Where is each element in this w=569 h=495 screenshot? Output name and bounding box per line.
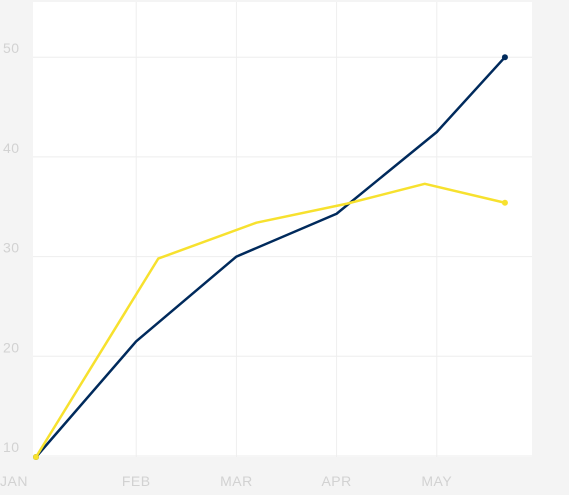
x-tick-label-jan: JAN bbox=[0, 473, 28, 489]
series-line-0 bbox=[34, 55, 507, 459]
plot-area bbox=[33, 2, 532, 457]
x-tick-label-mar: MAR bbox=[220, 473, 253, 489]
x-tick-label-feb: FEB bbox=[122, 473, 151, 489]
y-tick-label-20: 20 bbox=[3, 339, 20, 355]
x-tick-label-apr: APR bbox=[321, 473, 351, 489]
x-tick-label-may: MAY bbox=[421, 473, 452, 489]
series-line-1 bbox=[34, 182, 507, 459]
series-1-point-start bbox=[33, 453, 39, 460]
series-0-point-end bbox=[501, 54, 508, 61]
y-tick-label-40: 40 bbox=[3, 140, 20, 156]
y-tick-label-50: 50 bbox=[3, 40, 20, 56]
y-axis-ticks: 10 20 30 40 50 bbox=[3, 40, 20, 455]
y-tick-label-30: 30 bbox=[3, 240, 20, 256]
series-1-point-end bbox=[501, 199, 508, 206]
series-layer bbox=[33, 54, 508, 460]
y-tick-label-10: 10 bbox=[3, 439, 20, 455]
grid-layer bbox=[33, 2, 532, 457]
x-axis-ticks: JAN FEB MAR APR MAY bbox=[0, 473, 452, 489]
